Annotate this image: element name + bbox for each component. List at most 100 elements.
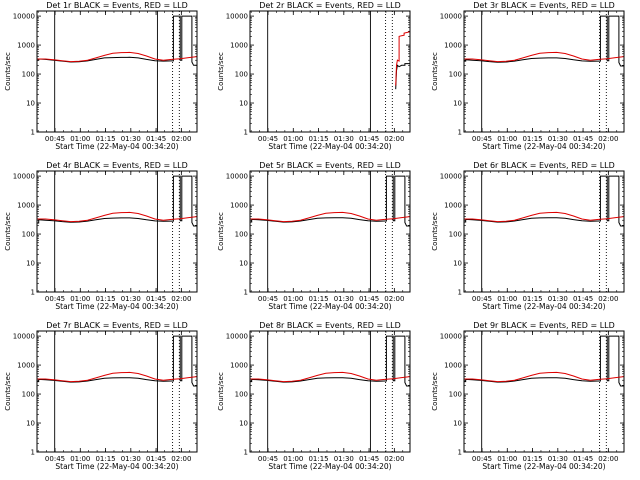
y-tick-label: 1 [31, 289, 35, 297]
y-tick-label: 1 [244, 129, 248, 137]
y-tick-label: 10 [26, 420, 35, 428]
panel-title: Det 5r BLACK = Events, RED = LLD [259, 161, 401, 170]
y-tick-label: 10000 [440, 333, 462, 341]
x-axis-label: Start Time (22-May-04 00:34:20) [268, 142, 391, 151]
x-axis-label: Start Time (22-May-04 00:34:20) [55, 142, 178, 151]
x-tick-label: 01:00 [70, 135, 90, 143]
x-tick-label: 01:30 [121, 295, 141, 303]
x-tick-label: 01:15 [308, 455, 328, 463]
events-series-line [395, 63, 410, 90]
y-tick-label: 10 [26, 260, 35, 268]
events-series-line [37, 175, 197, 227]
x-tick-label: 01:15 [95, 295, 115, 303]
y-tick-label: 1000 [230, 42, 248, 50]
x-tick-label: 01:30 [548, 295, 568, 303]
x-tick-label: 00:45 [472, 295, 492, 303]
panel-3: Det 3r BLACK = Events, RED = LLD 1 10 100 10… [431, 1, 625, 151]
y-tick-label: 10000 [13, 13, 35, 21]
x-tick-label: 01:15 [522, 455, 542, 463]
y-tick-label: 1000 [230, 202, 248, 210]
y-tick-label: 10 [239, 100, 248, 108]
y-tick-label: 100 [235, 391, 248, 399]
plot-frame [249, 170, 411, 293]
panel-title: Det 3r BLACK = Events, RED = LLD [473, 1, 615, 10]
plot-frame [463, 330, 625, 453]
y-tick-label: 1 [31, 129, 35, 137]
events-series-line [464, 335, 624, 387]
x-tick-label: 01:00 [497, 135, 517, 143]
x-axis-label: Start Time (22-May-04 00:34:20) [482, 302, 605, 311]
x-tick-label: 02:00 [384, 455, 404, 463]
x-tick-label: 00:45 [258, 295, 278, 303]
panel-4: Det 4r BLACK = Events, RED = LLD 1 10 100 10… [4, 161, 198, 311]
x-tick-label: 01:45 [573, 455, 593, 463]
x-tick-label: 01:15 [95, 135, 115, 143]
panel-title: Det 1r BLACK = Events, RED = LLD [46, 1, 188, 10]
y-tick-label: 1000 [230, 362, 248, 370]
x-tick-label: 02:00 [171, 295, 191, 303]
lld-series-line [37, 211, 197, 223]
y-axis-label: Counts/sec [4, 52, 12, 91]
y-axis-label: Counts/sec [431, 372, 439, 411]
y-tick-label: 10 [453, 420, 462, 428]
y-tick-label: 1000 [444, 362, 462, 370]
x-axis-label: Start Time (22-May-04 00:34:20) [268, 462, 391, 471]
plot-frame [463, 170, 625, 293]
panel-title: Det 8r BLACK = Events, RED = LLD [259, 321, 401, 330]
lld-series-line [250, 211, 410, 223]
y-tick-label: 1 [244, 289, 248, 297]
x-tick-label: 01:15 [308, 135, 328, 143]
y-tick-label: 100 [235, 231, 248, 239]
y-tick-label: 100 [22, 231, 35, 239]
panel-9: Det 9r BLACK = Events, RED = LLD 1 10 100 10… [431, 321, 625, 471]
y-tick-label: 100 [22, 391, 35, 399]
x-tick-label: 01:30 [121, 455, 141, 463]
x-axis-label: Start Time (22-May-04 00:34:20) [55, 462, 178, 471]
panel-8: Det 8r BLACK = Events, RED = LLD 1 10 100 10… [217, 321, 411, 471]
y-tick-label: 1 [244, 449, 248, 457]
x-tick-label: 02:00 [598, 295, 618, 303]
x-tick-label: 01:00 [70, 295, 90, 303]
y-tick-label: 1000 [17, 362, 35, 370]
x-axis-label: Start Time (22-May-04 00:34:20) [482, 142, 605, 151]
x-tick-label: 01:30 [121, 135, 141, 143]
y-axis-label: Counts/sec [217, 372, 225, 411]
x-tick-label: 01:45 [146, 135, 166, 143]
panel-2: Det 2r BLACK = Events, RED = LLD 1 10 100 10… [217, 1, 411, 151]
panel-title: Det 6r BLACK = Events, RED = LLD [473, 161, 615, 170]
x-tick-label: 01:45 [146, 455, 166, 463]
y-tick-label: 100 [235, 71, 248, 79]
x-tick-label: 02:00 [598, 455, 618, 463]
y-tick-label: 10 [453, 260, 462, 268]
events-series-line [464, 175, 624, 227]
x-axis-label: Start Time (22-May-04 00:34:20) [268, 302, 391, 311]
panel-7: Det 7r BLACK = Events, RED = LLD 1 10 100 10… [4, 321, 198, 471]
x-tick-label: 02:00 [384, 135, 404, 143]
y-tick-label: 1000 [444, 42, 462, 50]
x-tick-label: 01:30 [334, 135, 354, 143]
y-tick-label: 1000 [17, 42, 35, 50]
x-axis-label: Start Time (22-May-04 00:34:20) [482, 462, 605, 471]
x-tick-label: 01:00 [283, 295, 303, 303]
lld-series-line [464, 211, 624, 223]
plot-frame [249, 10, 411, 133]
x-tick-label: 01:30 [548, 455, 568, 463]
y-axis-label: Counts/sec [217, 212, 225, 251]
lld-series-line [464, 371, 624, 383]
y-tick-label: 1000 [17, 202, 35, 210]
x-tick-label: 00:45 [472, 455, 492, 463]
lld-series-line [250, 371, 410, 383]
lld-series-line [395, 31, 410, 86]
x-tick-label: 01:45 [573, 295, 593, 303]
plot-frame [36, 10, 198, 133]
lld-series-line [37, 371, 197, 383]
x-tick-label: 01:30 [548, 135, 568, 143]
panel-title: Det 2r BLACK = Events, RED = LLD [259, 1, 401, 10]
y-tick-label: 10000 [226, 173, 248, 181]
y-tick-label: 10 [26, 100, 35, 108]
events-series-line [250, 335, 410, 387]
y-tick-label: 1 [458, 289, 462, 297]
x-tick-label: 00:45 [45, 135, 65, 143]
x-tick-label: 01:15 [522, 295, 542, 303]
